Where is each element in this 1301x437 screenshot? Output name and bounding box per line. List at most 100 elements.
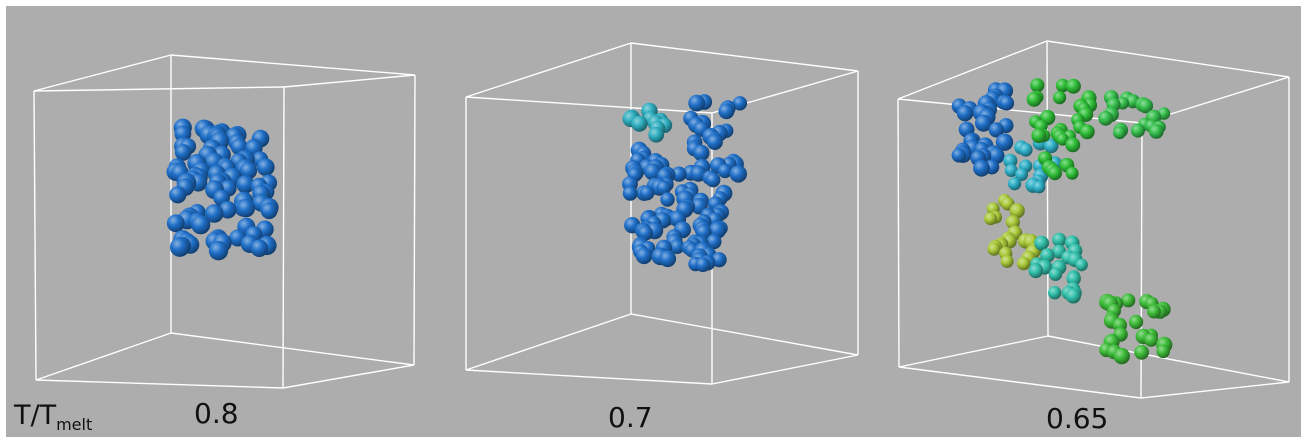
particle-sphere [1016,256,1031,271]
particle-sphere [717,163,733,179]
box-edge [33,54,172,92]
particle-sphere [1134,344,1149,360]
particle-sphere [956,105,974,122]
panel-3-cluster-3 [1026,78,1098,181]
particle-sphere [1047,166,1062,181]
temperature-axis-label: T/Tmelt [14,402,92,433]
particle-sphere [236,175,255,194]
particle-sphere [688,94,706,112]
particle-sphere [999,95,1015,111]
particle-sphere [1000,254,1014,268]
particle-sphere [1065,288,1082,304]
particle-sphere [718,103,735,120]
particle-sphere [1053,91,1067,105]
box-edge [465,42,632,98]
particle-sphere [1113,347,1130,365]
particle-sphere [1043,138,1059,154]
box-edge [1140,381,1290,399]
particle-sphere [1066,271,1081,286]
particle-sphere [208,241,229,261]
panel-3-cluster-4 [1098,90,1171,140]
particle-sphere [1048,286,1062,300]
particle-sphere [204,204,224,223]
box-edge [33,86,285,92]
particle-sphere [988,122,1004,138]
particle-sphere [1065,166,1079,180]
particle-sphere [174,144,192,161]
particle-sphere [951,148,966,163]
particle-sphere [695,257,711,272]
particle-sphere [1026,91,1042,107]
panel-2-cluster-1 [622,102,673,143]
particle-sphere [239,162,258,180]
box-edge [630,42,859,72]
particle-sphere [648,126,665,143]
box-edge [35,379,284,389]
particle-sphere [1147,304,1161,319]
particle-sphere [1015,168,1029,181]
particle-sphere [1156,344,1170,359]
particle-sphere [644,163,662,181]
particle-sphere [639,185,655,201]
particle-sphere [236,199,256,218]
box-edge [35,332,172,381]
box-edge [170,332,415,366]
panel-3-cluster-1 [951,82,1015,177]
simulation-box-1 [33,54,416,389]
particle-sphere [1079,124,1095,140]
particle-sphere [260,202,278,220]
temperature-label-main: T/T [14,400,57,431]
particle-sphere [1030,78,1045,93]
particle-sphere [1130,123,1145,138]
particle-sphere [1019,143,1033,157]
particle-sphere [656,180,672,196]
particle-sphere [1075,258,1088,272]
particle-sphere [1056,133,1069,146]
box-edge [413,74,416,366]
particle-sphere [250,239,269,257]
particle-sphere [1098,110,1114,126]
particle-sphere [1113,126,1127,140]
particle-sphere [1138,98,1154,114]
particle-sphere [671,166,687,182]
particle-sphere [1121,293,1136,308]
particle-sphere [1144,333,1158,347]
particle-sphere [174,125,192,143]
box-edge [33,90,37,381]
particle-sphere [1048,267,1063,281]
box-edge [898,366,1142,399]
panel-3-temperature-value: 0.65 [1046,402,1109,435]
particle-sphere [170,237,190,257]
panel-2-temperature-value: 0.7 [608,401,653,434]
panel-3-cluster-7 [1099,293,1173,365]
particle-sphere [693,144,710,162]
particle-sphere [1065,137,1081,153]
particle-sphere [705,172,721,188]
temperature-label-subscript: melt [56,415,93,434]
box-edge [465,96,713,114]
particle-sphere [987,242,1001,256]
particle-sphere [732,96,748,111]
particle-sphere [1003,153,1018,168]
box-edge [282,86,285,389]
particle-sphere [659,250,677,268]
particle-sphere [169,186,187,204]
particle-sphere [1034,235,1049,251]
panel-2-cluster-2 [622,94,748,272]
particle-sphere [1052,232,1067,247]
particle-sphere [1148,123,1164,139]
particle-sphere [1028,263,1044,279]
box-edge [897,98,900,368]
particle-sphere [995,133,1014,151]
particle-sphere [1055,78,1070,93]
particle-sphere [669,239,685,255]
box-edge [897,40,1048,100]
particle-sphere [635,247,653,265]
panel-1-temperature-value: 0.8 [194,397,239,430]
particle-sphere [1129,314,1144,330]
box-edge [1047,335,1290,383]
particle-sphere [660,192,675,207]
box-edge [711,354,859,385]
